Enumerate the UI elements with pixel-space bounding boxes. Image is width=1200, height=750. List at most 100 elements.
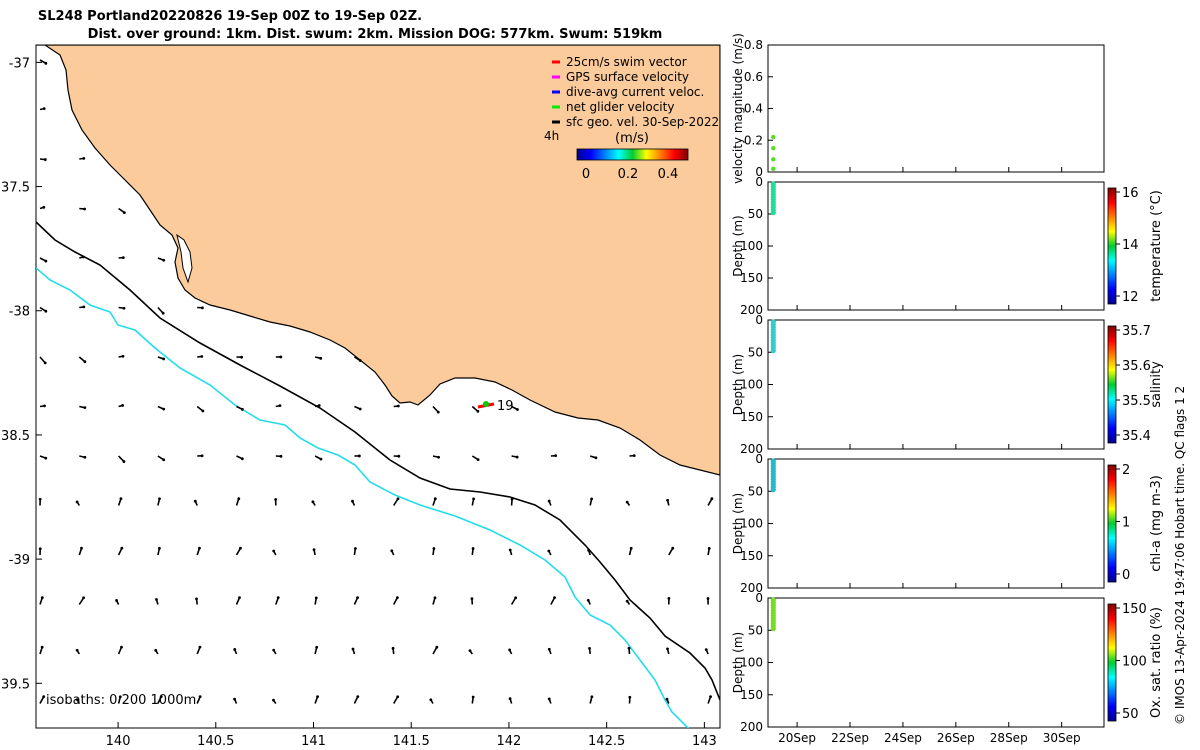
- panel-y-tick-label: 0.4: [744, 102, 763, 116]
- colorbar-label: temperature (°C): [1149, 190, 1164, 302]
- map-colorbar-tick: 0.4: [658, 167, 679, 182]
- velocity-arrow-head: [315, 645, 319, 649]
- velocity-arrow-head: [75, 500, 79, 504]
- panel-y-tick-label: 50: [748, 623, 763, 637]
- velocity-arrow-head: [471, 547, 475, 550]
- velocity-arrow-head: [319, 457, 323, 461]
- velocity-arrow-head: [429, 698, 433, 702]
- velocity-arrow-head: [671, 546, 675, 550]
- velocity-arrow-head: [82, 156, 86, 160]
- velocity-arrow-head: [547, 697, 551, 701]
- velocity-arrow-head: [588, 646, 591, 650]
- velocity-arrow-head: [356, 695, 360, 699]
- glider-position-marker: [483, 401, 489, 407]
- velocity-arrow-head: [118, 695, 122, 699]
- velocity-arrow-head: [547, 647, 551, 651]
- velocity-arrow-head: [586, 598, 590, 602]
- velocity-arrow-head: [437, 455, 440, 459]
- velocity-arrow-head: [476, 458, 480, 462]
- velocity-arrow-head: [312, 548, 316, 552]
- map-y-tick-label: 38.5: [1, 429, 30, 444]
- velocity-arrow-head: [159, 695, 163, 699]
- velocity-arrow-head: [83, 360, 87, 364]
- velocity-arrow-head: [158, 546, 161, 550]
- map-colorbar-tick: 0: [582, 167, 590, 182]
- map-speed-colorbar: (m/s) 0 0.2 0.4: [576, 131, 689, 182]
- velocity-arrow-head: [44, 456, 48, 460]
- sfc-geo-velocity-field: [38, 59, 714, 704]
- velocity-arrow-head: [42, 107, 46, 111]
- panel-y-tick-label: 0.6: [744, 70, 763, 84]
- velocity-arrow-head: [198, 645, 202, 649]
- map-x-tick-label: 142: [497, 734, 522, 749]
- map-x-tick-label: 143: [692, 734, 717, 749]
- velocity-arrow-head: [665, 697, 669, 701]
- velocity-arrow-head: [162, 258, 166, 262]
- legend-label: GPS surface velocity: [566, 70, 689, 84]
- velocity-arrow-head: [397, 454, 401, 458]
- map-y-tick-label: -37: [9, 56, 30, 71]
- velocity-arrow-head: [40, 596, 44, 600]
- panel-colorbar: [1107, 187, 1117, 305]
- velocity-arrow-head: [632, 454, 636, 458]
- panel-y-label: Depth (m): [731, 215, 745, 276]
- panel-colorbar: [1107, 603, 1117, 722]
- velocity-arrow-head: [587, 548, 591, 552]
- velocity-arrow-head: [162, 357, 166, 361]
- velocity-arrow-head: [279, 355, 283, 359]
- velocity-arrow-head: [471, 695, 475, 699]
- glider-day-label: 19: [497, 399, 514, 414]
- panel-frame: [767, 597, 1105, 728]
- panel-y-tick-label: 150: [740, 410, 763, 424]
- velocity-arrow-head: [472, 497, 475, 501]
- velocity-arrow-head: [625, 500, 629, 504]
- colorbar-tick-label: 1: [1122, 516, 1130, 531]
- velocity-arrow-head: [155, 598, 158, 601]
- time-x-tick-label: 24Sep: [884, 731, 922, 745]
- velocity-arrow-head: [240, 355, 244, 359]
- panel-y-tick-label: 0: [755, 313, 763, 327]
- panel-y-tick-label: 200: [740, 303, 763, 317]
- panel-y-label: velocity magnitude (m/s): [731, 33, 745, 184]
- panel-y-tick-label: 150: [740, 688, 763, 702]
- panel-frame: [767, 458, 1105, 589]
- panel-y-tick-label: 100: [740, 378, 763, 392]
- velocity-arrow-head: [42, 205, 46, 209]
- velocity-arrow-head: [706, 597, 710, 600]
- velocity-arrow-head: [629, 546, 633, 550]
- legend-label: sfc geo. vel. 30-Sep-2022: [566, 115, 719, 129]
- velocity-arrow-head: [83, 455, 87, 459]
- velocity-arrow-head: [396, 695, 400, 699]
- velocity-arrow-head: [554, 454, 558, 458]
- colorbar-tick-label: 35.7: [1122, 324, 1151, 339]
- velocity-arrow-head: [121, 404, 124, 407]
- map-x-tick-label: 140: [106, 734, 131, 749]
- colorbar-tick-label: 35.5: [1122, 394, 1151, 409]
- velocity-arrow-head: [122, 211, 126, 214]
- velocity-arrow-head: [594, 456, 598, 460]
- map-y-tick-label: -38: [9, 305, 30, 320]
- velocity-arrow-head: [75, 698, 79, 702]
- profile-point: [770, 210, 776, 216]
- velocity-arrow-head: [198, 695, 202, 699]
- panel-y-tick-label: 100: [740, 517, 763, 531]
- legend-label: 25cm/s swim vector: [566, 55, 687, 69]
- velocity-arrow-head: [38, 497, 42, 501]
- map-axes: 140 140.5 141 141.5 142 142.5 143 -37 37.5 -38 38.…: [1, 56, 717, 749]
- velocity-arrow-head: [391, 646, 395, 650]
- profile-point: [770, 348, 776, 354]
- velocity-arrow-head: [162, 458, 166, 462]
- velocity-arrow-head: [390, 549, 394, 553]
- velocity-arrow-head: [510, 497, 514, 501]
- velocity-arrow-head: [317, 404, 321, 407]
- colorbar-tick-label: 35.4: [1122, 429, 1151, 444]
- panel-y-tick-label: 150: [740, 271, 763, 285]
- map-y-tick-label: 39.5: [1, 677, 30, 692]
- velocity-arrow-head: [115, 599, 118, 602]
- velocity-arrow-head: [707, 547, 711, 550]
- velocity-arrow-head: [433, 596, 437, 600]
- time-x-tick-label: 30Sep: [1043, 731, 1081, 745]
- velocity-arrow-head: [476, 409, 480, 413]
- velocity-arrow-head: [709, 695, 712, 699]
